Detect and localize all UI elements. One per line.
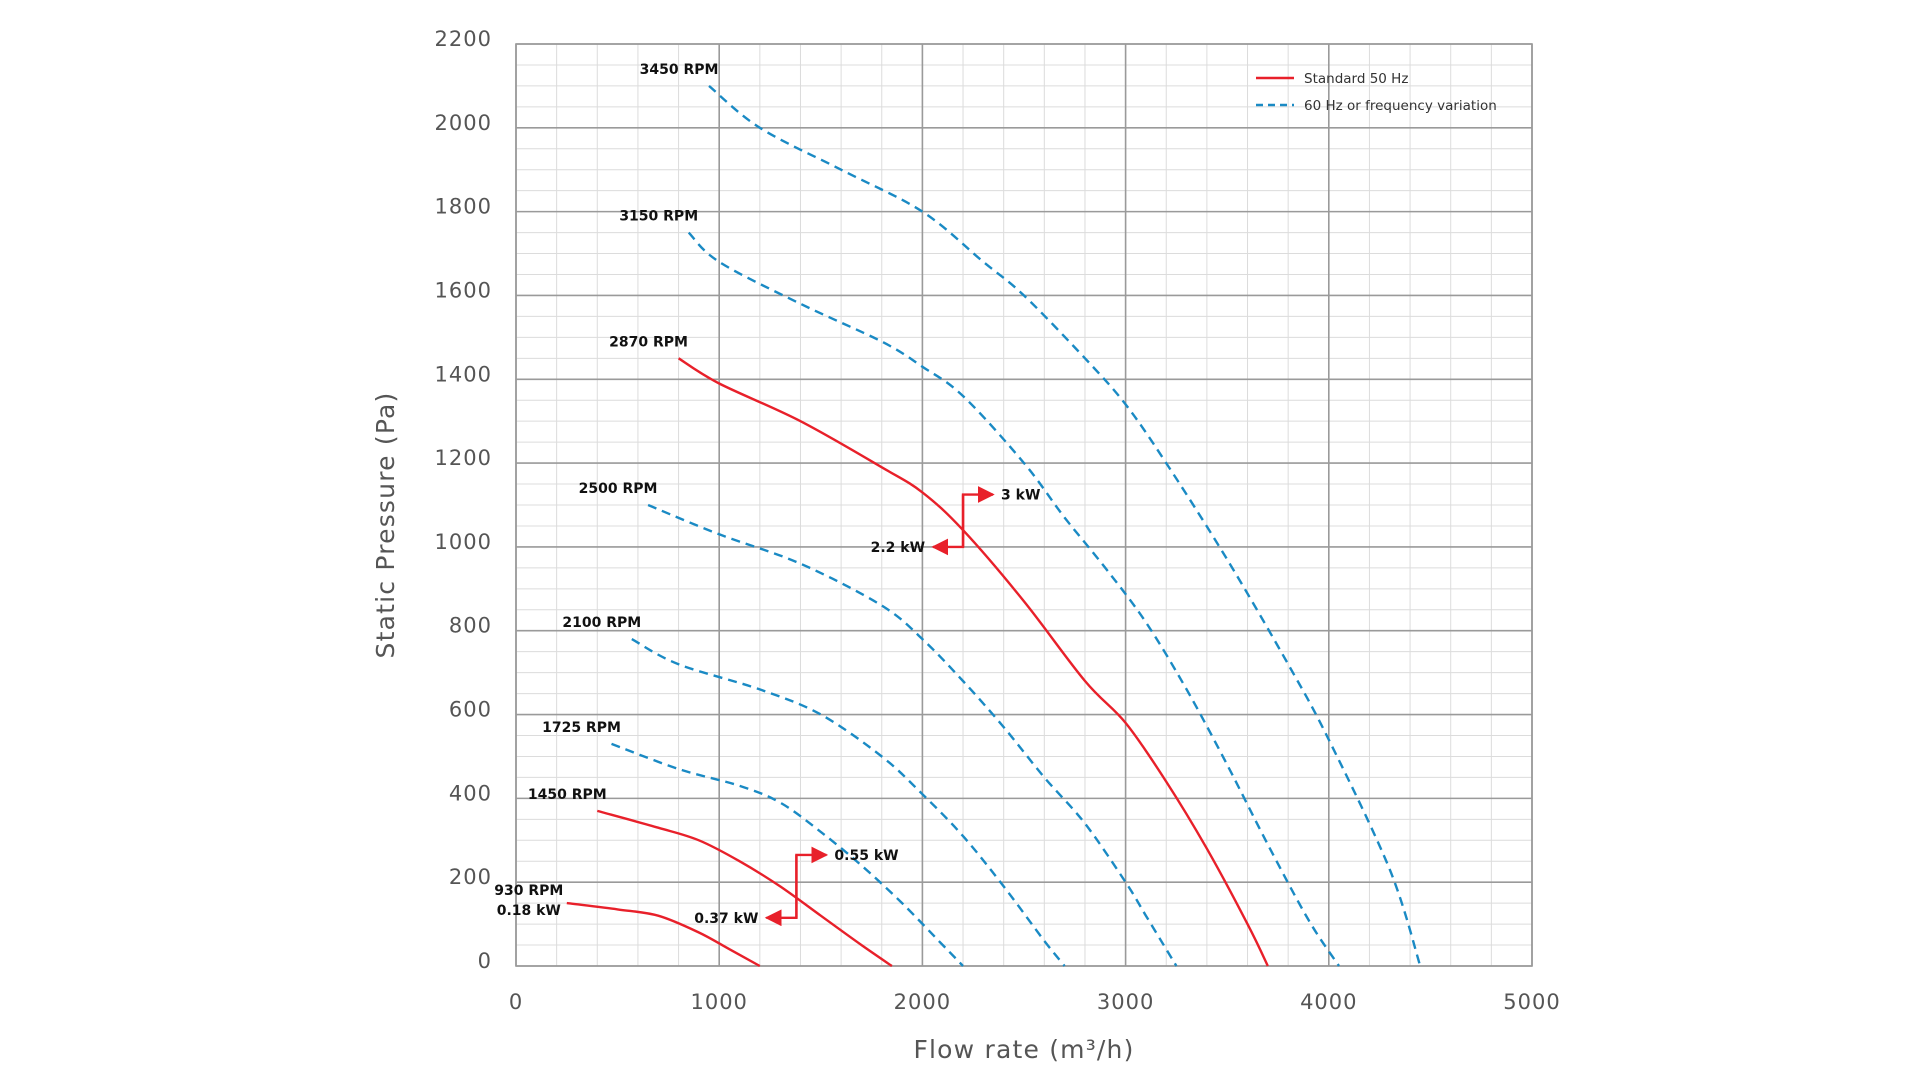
y-tick-label: 2200 xyxy=(435,27,492,51)
x-tick-label: 3000 xyxy=(1097,990,1154,1014)
series-label: 1725 RPM xyxy=(542,720,621,736)
power-label-lower: 0.37 kW xyxy=(694,911,758,927)
series-3450-rpm-line xyxy=(708,84,1422,967)
series-label: 1450 RPM xyxy=(528,787,607,803)
y-tick-label: 0 xyxy=(478,949,492,973)
x-tick-label: 4000 xyxy=(1300,990,1357,1014)
power-label-lower: 2.2 kW xyxy=(871,540,925,556)
y-tick-label: 2000 xyxy=(435,111,492,135)
series-2100-rpm-line xyxy=(631,638,1066,967)
y-tick-label: 800 xyxy=(449,614,492,638)
x-tick-label: 0 xyxy=(509,990,523,1014)
legend: Standard 50 Hz 60 Hz or frequency variat… xyxy=(1256,71,1497,114)
series-label: 3150 RPM xyxy=(619,209,698,225)
y-tick-label: 1000 xyxy=(435,530,492,554)
x-axis-title: Flow rate (m³/h) xyxy=(913,1035,1134,1064)
series-930-rpm-line xyxy=(566,901,761,968)
x-axis-ticks: 0 1000 2000 3000 4000 5000 xyxy=(509,990,1560,1014)
plot-frame xyxy=(515,43,1533,967)
series-2500-rpm-line xyxy=(647,503,1178,967)
y-tick-label: 1400 xyxy=(435,362,492,386)
y-tick-label: 600 xyxy=(449,698,492,722)
grid-minor xyxy=(515,43,1533,967)
series-label: 3450 RPM xyxy=(640,62,719,78)
x-tick-label: 2000 xyxy=(894,990,951,1014)
power-arrow-down xyxy=(931,494,965,556)
power-arrow-up xyxy=(961,486,995,547)
series-label: 930 RPM xyxy=(494,883,563,899)
series-2870-rpm-line xyxy=(677,357,1269,967)
y-axis-ticks: 0 200 400 600 800 1000 1200 1400 1600 1800 2000 220… xyxy=(435,27,492,973)
y-axis-title: Static Pressure (Pa) xyxy=(371,392,400,659)
power-label-upper: 0.55 kW xyxy=(834,848,898,864)
y-tick-label: 1800 xyxy=(435,195,492,219)
y-tick-label: 1200 xyxy=(435,446,492,470)
legend-label-frequency: 60 Hz or frequency variation xyxy=(1304,98,1497,114)
x-tick-label: 5000 xyxy=(1503,990,1560,1014)
series-label: 2870 RPM xyxy=(609,334,688,350)
power-label-upper: 3 kW xyxy=(1001,488,1040,504)
series-1450-rpm-line xyxy=(596,809,893,967)
y-tick-label: 200 xyxy=(449,865,492,889)
series-1725-rpm-line xyxy=(611,742,964,967)
power-arrow-down xyxy=(764,854,798,927)
y-tick-label: 400 xyxy=(449,781,492,805)
series-label: 2100 RPM xyxy=(562,615,641,631)
series-label: 2500 RPM xyxy=(579,481,658,497)
series-sublabel: 0.18 kW xyxy=(497,903,561,919)
series-layer: 3450 RPM 3150 RPM 2870 RPM 2500 RPM 2100 RPM… xyxy=(494,62,1422,968)
x-tick-label: 1000 xyxy=(690,990,747,1014)
series-3150-rpm-line xyxy=(687,231,1341,967)
legend-label-standard: Standard 50 Hz xyxy=(1304,71,1408,87)
annotation-layer: 3 kW 2.2 kW 0.55 kW 0.37 kW xyxy=(694,486,1040,927)
y-tick-label: 1600 xyxy=(435,278,492,302)
